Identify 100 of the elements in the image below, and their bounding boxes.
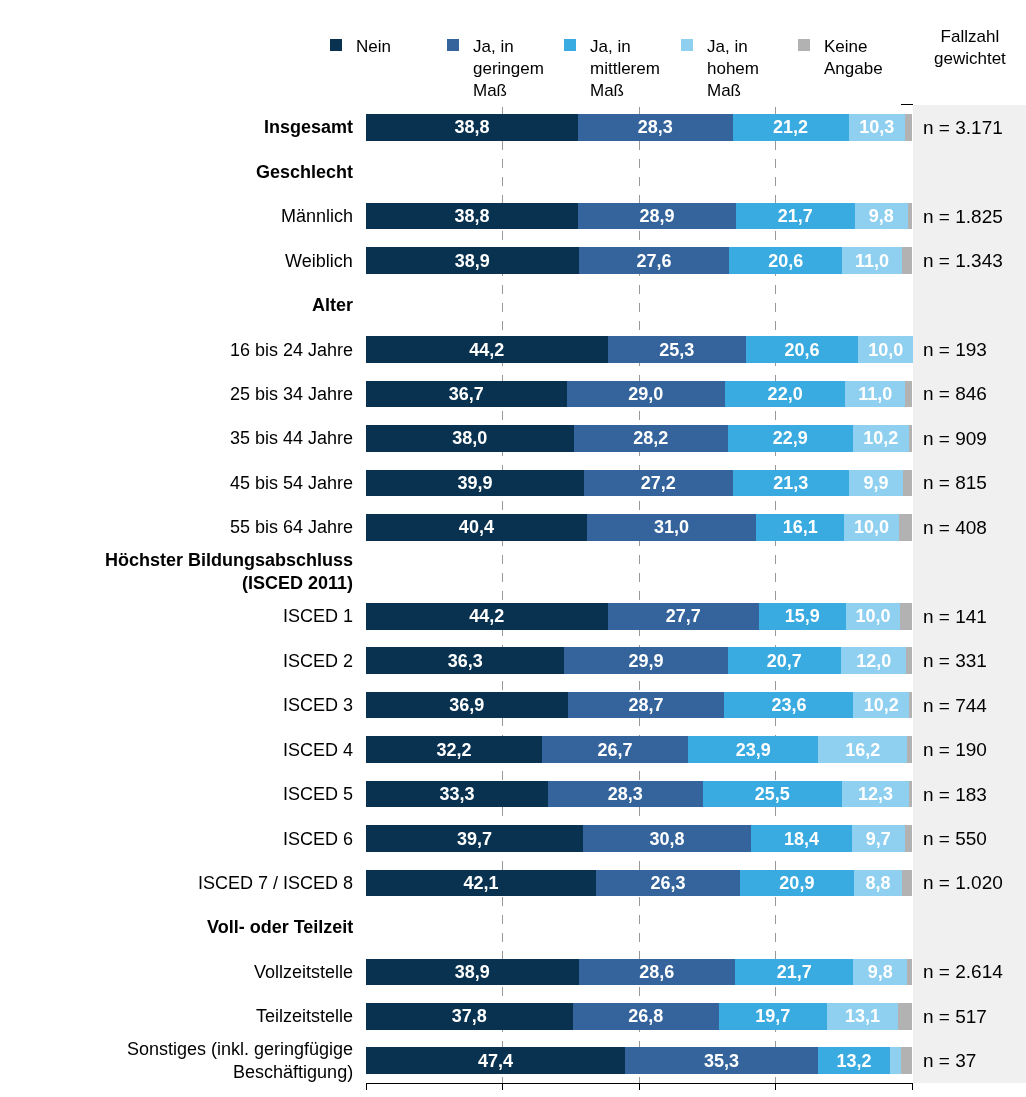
bar [366, 247, 579, 274]
data-label: 36,3 [447, 650, 483, 671]
data-label: 26,3 [650, 872, 686, 893]
y-tick-label: Teilzeitstelle [256, 1006, 354, 1026]
y-tick-label: Insgesamt [264, 117, 354, 137]
data-label: 10,0 [855, 606, 891, 627]
text: n = 815 [923, 472, 987, 493]
bar [607, 602, 759, 630]
data-label: 16,1 [782, 517, 818, 538]
y-tick-label: ISCED 4 [283, 740, 354, 760]
text: n = 1.343 [923, 250, 1003, 271]
bar [366, 113, 579, 141]
data-label: 32,2 [436, 739, 472, 760]
bar [909, 780, 913, 808]
text: n = 550 [923, 828, 987, 849]
y-tick-label: 45 bis 54 Jahre [230, 473, 354, 493]
bar [727, 425, 853, 452]
bar [751, 825, 852, 852]
data-label: 9,9 [863, 472, 889, 493]
y-tick-label: ISCED 3 [283, 695, 354, 715]
bar [366, 1047, 626, 1075]
y-tick-label: Höchster Bildungsabschluss (ISCED 2011) [105, 550, 354, 594]
bar [366, 780, 548, 808]
y-tick-label: ISCED 6 [283, 829, 354, 849]
y-tick-label: ISCED 2 [283, 651, 354, 671]
bar [732, 113, 849, 141]
bar [541, 736, 688, 763]
text: n = 190 [923, 739, 987, 760]
data-label: 31,0 [653, 517, 689, 538]
data-label: 26,8 [628, 1006, 664, 1027]
data-label: 33,3 [439, 784, 475, 805]
data-label: 16,2 [845, 739, 881, 760]
legend-label: Keine Angabe [824, 36, 883, 78]
bar [904, 113, 913, 141]
bar [904, 825, 913, 852]
text: n = 517 [923, 1006, 987, 1027]
text: n = 331 [923, 650, 987, 671]
data-label: 36,7 [448, 383, 484, 404]
text: n = 2.614 [923, 961, 1004, 982]
data-label: 21,7 [777, 206, 813, 227]
bar [596, 869, 740, 897]
bar [906, 647, 913, 675]
text: n = 846 [923, 383, 987, 404]
data-label: 26,7 [597, 739, 633, 760]
bar [564, 647, 728, 675]
data-label: 9,8 [868, 206, 894, 227]
data-label: 15,9 [784, 606, 820, 627]
data-label: 42,1 [463, 872, 499, 893]
bar [719, 1002, 827, 1030]
text: n = 3.171 [923, 117, 1003, 138]
data-label: 29,9 [628, 650, 664, 671]
bar [898, 513, 913, 541]
data-label: 38,9 [454, 961, 490, 982]
bar [687, 736, 819, 763]
data-label: 23,9 [735, 739, 771, 760]
y-tick-label: 25 bis 34 Jahre [230, 384, 354, 404]
text: n = 909 [923, 428, 987, 449]
bar [578, 247, 730, 274]
bar [890, 1047, 901, 1075]
bar [366, 1002, 573, 1030]
y-tick-label: ISCED 7 / ISCED 8 [198, 873, 354, 893]
bar [903, 469, 913, 497]
bar [547, 780, 703, 808]
bar [366, 958, 579, 986]
data-label: 38,0 [452, 428, 488, 449]
data-label: 20,6 [768, 250, 804, 271]
bar [366, 513, 587, 541]
data-label: 13,2 [836, 1050, 872, 1071]
y-tick-label: Alter [312, 295, 354, 315]
data-label: 37,8 [451, 1006, 487, 1027]
text: n = 1.825 [923, 206, 1003, 227]
data-label: 47,4 [477, 1050, 514, 1071]
text: Fallzahl gewichtet [934, 27, 1007, 69]
data-label: 38,8 [454, 117, 490, 138]
y-tick-label: Geschlecht [256, 162, 354, 182]
data-label: 20,9 [779, 872, 815, 893]
bar [366, 425, 574, 452]
data-label: 28,6 [639, 961, 675, 982]
bar [729, 247, 842, 274]
data-label: 38,9 [454, 250, 490, 271]
data-label: 11,0 [854, 250, 890, 271]
y-tick-label: Männlich [281, 206, 354, 226]
bar [578, 202, 736, 230]
legend-label: Nein [356, 36, 391, 56]
text: n = 193 [923, 339, 987, 360]
legend-label: Ja, in mittlerem Maß [590, 36, 660, 100]
data-label: 36,9 [449, 695, 485, 716]
data-label: 39,7 [456, 828, 492, 849]
bar [366, 380, 567, 408]
text: n = 408 [923, 517, 987, 538]
bar [727, 647, 841, 675]
data-label: 40,4 [458, 517, 494, 538]
data-label: 11,0 [858, 383, 893, 404]
data-label: 21,7 [776, 961, 812, 982]
data-label: 44,2 [469, 339, 505, 360]
data-label: 44,2 [469, 606, 505, 627]
data-label: 9,8 [867, 961, 893, 982]
data-label: 12,0 [856, 650, 892, 671]
y-tick-label: ISCED 5 [283, 784, 354, 804]
bar [366, 469, 585, 497]
